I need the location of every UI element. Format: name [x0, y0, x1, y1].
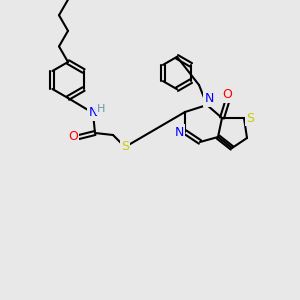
Text: S: S [121, 140, 129, 154]
Text: H: H [97, 104, 105, 114]
Text: N: N [174, 125, 184, 139]
Text: N: N [88, 106, 98, 119]
Text: S: S [246, 112, 254, 124]
Text: N: N [204, 92, 214, 106]
Text: O: O [68, 130, 78, 143]
Text: O: O [222, 88, 232, 101]
